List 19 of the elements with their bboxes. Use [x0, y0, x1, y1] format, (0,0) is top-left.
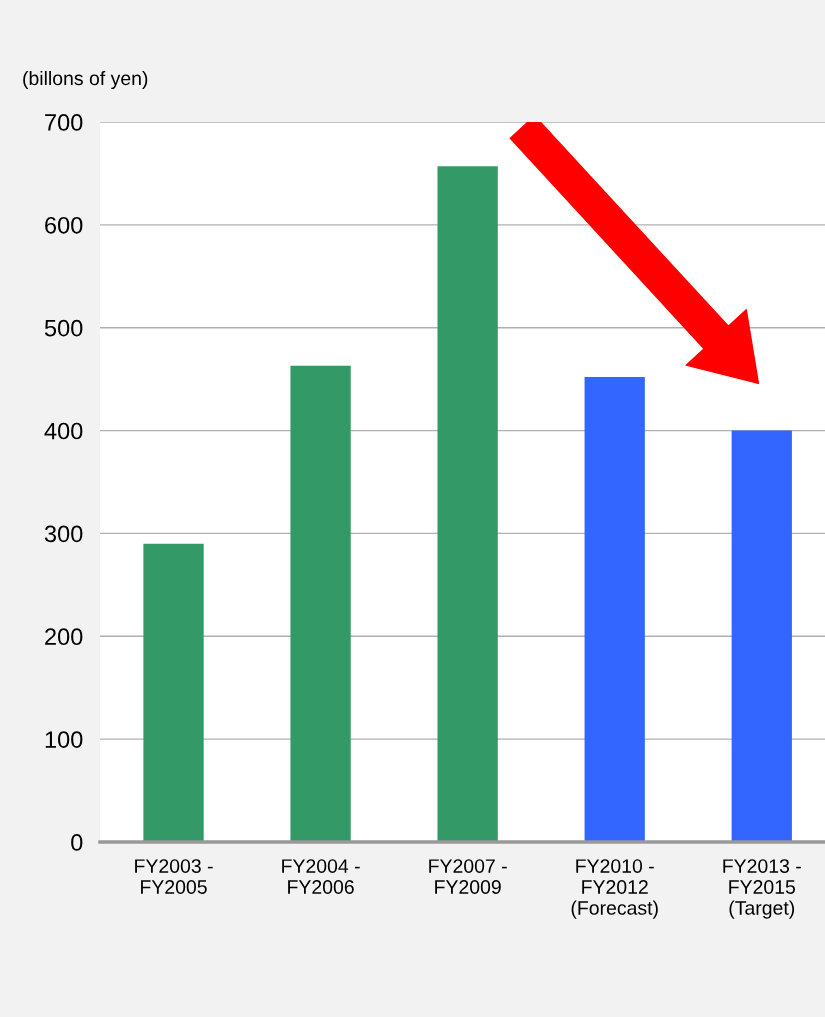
bar [143, 543, 204, 842]
x-tick-label: FY2004 - FY2006 [282, 859, 360, 894]
y-tick-label: 100 [45, 731, 83, 748]
bar [290, 365, 351, 842]
x-tick-label: FY2003 - FY2005 [135, 859, 213, 894]
bar [437, 166, 498, 842]
y-tick-label: 200 [45, 628, 83, 646]
y-tick-label: 400 [44, 422, 83, 440]
bar [731, 430, 792, 842]
y-tick-label: 500 [44, 319, 83, 337]
y-tick-label: 0 [71, 834, 83, 851]
y-tick-label: 300 [44, 525, 83, 543]
x-tick-label: FY2010 - FY2012 (Forecast) [571, 859, 658, 919]
y-tick-label: 700 [45, 114, 83, 131]
bar [584, 377, 645, 842]
x-tick-label: FY2013 - FY2015 (Target) [723, 859, 801, 919]
y-tick-label: 600 [45, 216, 83, 234]
y-axis-title: (billons of yen) [23, 70, 148, 90]
x-tick-label: FY2007 - FY2009 [429, 859, 507, 894]
